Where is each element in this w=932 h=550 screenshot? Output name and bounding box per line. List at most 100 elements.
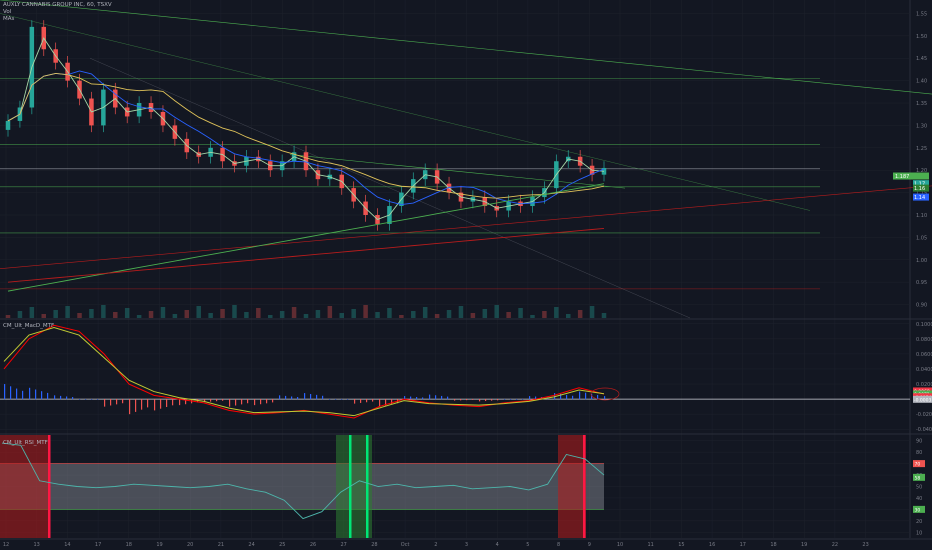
macd-histogram-bar xyxy=(560,393,562,400)
x-tick-label: 2 xyxy=(434,542,437,548)
vol-label: Vol xyxy=(3,9,12,15)
x-tick-label: 19 xyxy=(801,542,807,548)
macd-histogram-bar xyxy=(216,399,218,402)
macd-histogram-bar xyxy=(35,389,37,400)
macd-histogram-bar xyxy=(279,395,281,400)
y-tick-label: 1.10 xyxy=(916,213,927,219)
macd-histogram-bar xyxy=(104,399,106,407)
x-tick-label: 19 xyxy=(156,542,162,548)
x-tick-label: 24 xyxy=(248,542,254,548)
macd-histogram-bar xyxy=(160,399,162,409)
macd-histogram-bar xyxy=(460,399,462,401)
macd-histogram-bar xyxy=(510,399,512,400)
rsi-value-label: 58 xyxy=(915,475,921,481)
macd-histogram-bar xyxy=(529,396,531,400)
volume-bar xyxy=(482,309,488,318)
rsi-highlight-zone xyxy=(0,435,50,538)
macd-histogram-bar xyxy=(535,396,537,400)
x-tick-label: 13 xyxy=(34,542,40,548)
macd-histogram-bar xyxy=(185,399,187,405)
macd-histogram-bar xyxy=(329,399,331,400)
macd-histogram-bar xyxy=(10,386,12,400)
x-tick-label: 5 xyxy=(526,542,529,548)
chart-title: AUXLY CANNABIS GROUP INC, 60, TSXV xyxy=(3,2,112,8)
macd-histogram-bar xyxy=(247,399,249,404)
candle-body xyxy=(5,120,11,130)
y-tick-label: 1.30 xyxy=(916,123,927,129)
macd-histogram-bar xyxy=(304,393,306,400)
annotation-circle xyxy=(590,387,620,401)
volume-bar xyxy=(29,307,35,318)
moving-average-line xyxy=(7,70,605,205)
volume-bar xyxy=(506,312,511,318)
macd-pane-title: CM_Ult_MacD_MTF xyxy=(3,323,55,329)
macd-histogram-bar xyxy=(504,399,506,400)
y-tick-label: 0.0600 xyxy=(916,352,932,358)
volume-bar xyxy=(65,306,70,318)
macd-histogram-bar xyxy=(347,399,349,400)
volume-bar xyxy=(41,314,47,318)
price-label: 1.187 xyxy=(895,174,909,180)
macd-histogram-bar xyxy=(110,399,112,406)
x-tick-label: 14 xyxy=(64,542,70,548)
y-tick-label: 20 xyxy=(916,519,922,525)
x-tick-label: 26 xyxy=(310,542,316,548)
macd-histogram-bar xyxy=(447,396,449,400)
volume-bar xyxy=(518,308,523,318)
volume-bar xyxy=(220,309,225,318)
macd-histogram-bar xyxy=(354,399,356,404)
macd-histogram-bar xyxy=(179,399,181,406)
macd-histogram-bar xyxy=(116,399,118,405)
x-tick-label: 8 xyxy=(557,542,560,548)
macd-histogram-bar xyxy=(335,399,337,400)
volume-bar xyxy=(160,307,166,318)
macd-histogram-bar xyxy=(285,395,287,400)
macd-histogram-bar xyxy=(147,399,149,408)
volume-bar xyxy=(89,309,94,318)
x-tick-label: Oct xyxy=(401,542,410,548)
price-label-box xyxy=(913,184,929,192)
macd-histogram-bar xyxy=(97,399,99,400)
macd-histogram-bar xyxy=(260,399,262,405)
y-tick-label: -0.0400 xyxy=(916,427,932,433)
rsi-value-box xyxy=(913,473,925,481)
price-label: 1.14 xyxy=(914,195,925,201)
macd-histogram-bar xyxy=(29,387,31,400)
macd-histogram-bar xyxy=(516,399,518,400)
macd-histogram-bar xyxy=(210,399,212,402)
volume-bar xyxy=(351,309,356,318)
ma-label: MAs xyxy=(3,16,15,22)
macd-histogram-bar xyxy=(554,393,556,400)
macd-histogram-bar xyxy=(316,394,318,400)
macd-histogram-bar xyxy=(122,399,124,404)
macd-histogram-bar xyxy=(91,399,93,400)
volume-bar xyxy=(208,313,213,318)
macd-histogram-bar xyxy=(566,394,568,400)
volume-bar xyxy=(339,313,345,318)
volume-bar xyxy=(494,305,499,318)
volume-bar xyxy=(363,305,368,318)
macd-histogram-bar xyxy=(266,399,268,404)
macd-histogram-bar xyxy=(72,397,74,400)
macd-histogram-bar xyxy=(60,395,62,400)
y-tick-label: 1.55 xyxy=(916,11,927,17)
y-tick-label: 1.50 xyxy=(916,34,927,40)
macd-histogram-bar xyxy=(47,392,49,400)
macd-histogram-bar xyxy=(604,396,606,400)
volume-bar xyxy=(387,308,392,318)
trend-line xyxy=(0,13,811,211)
macd-histogram-bar xyxy=(22,390,24,400)
macd-histogram-bar xyxy=(366,399,368,403)
trend-line xyxy=(0,185,932,270)
volume-bar xyxy=(244,312,249,318)
volume-bar xyxy=(184,310,190,318)
x-tick-label: 22 xyxy=(832,542,838,548)
y-tick-label: -0.0200 xyxy=(916,412,932,418)
macd-histogram-bar xyxy=(241,399,243,405)
x-tick-label: 18 xyxy=(126,542,132,548)
volume-bar xyxy=(172,314,178,318)
volume-bar xyxy=(554,307,559,318)
volume-bar xyxy=(291,307,297,318)
x-tick-label: 10 xyxy=(617,542,623,548)
y-tick-label: 40 xyxy=(916,496,922,502)
